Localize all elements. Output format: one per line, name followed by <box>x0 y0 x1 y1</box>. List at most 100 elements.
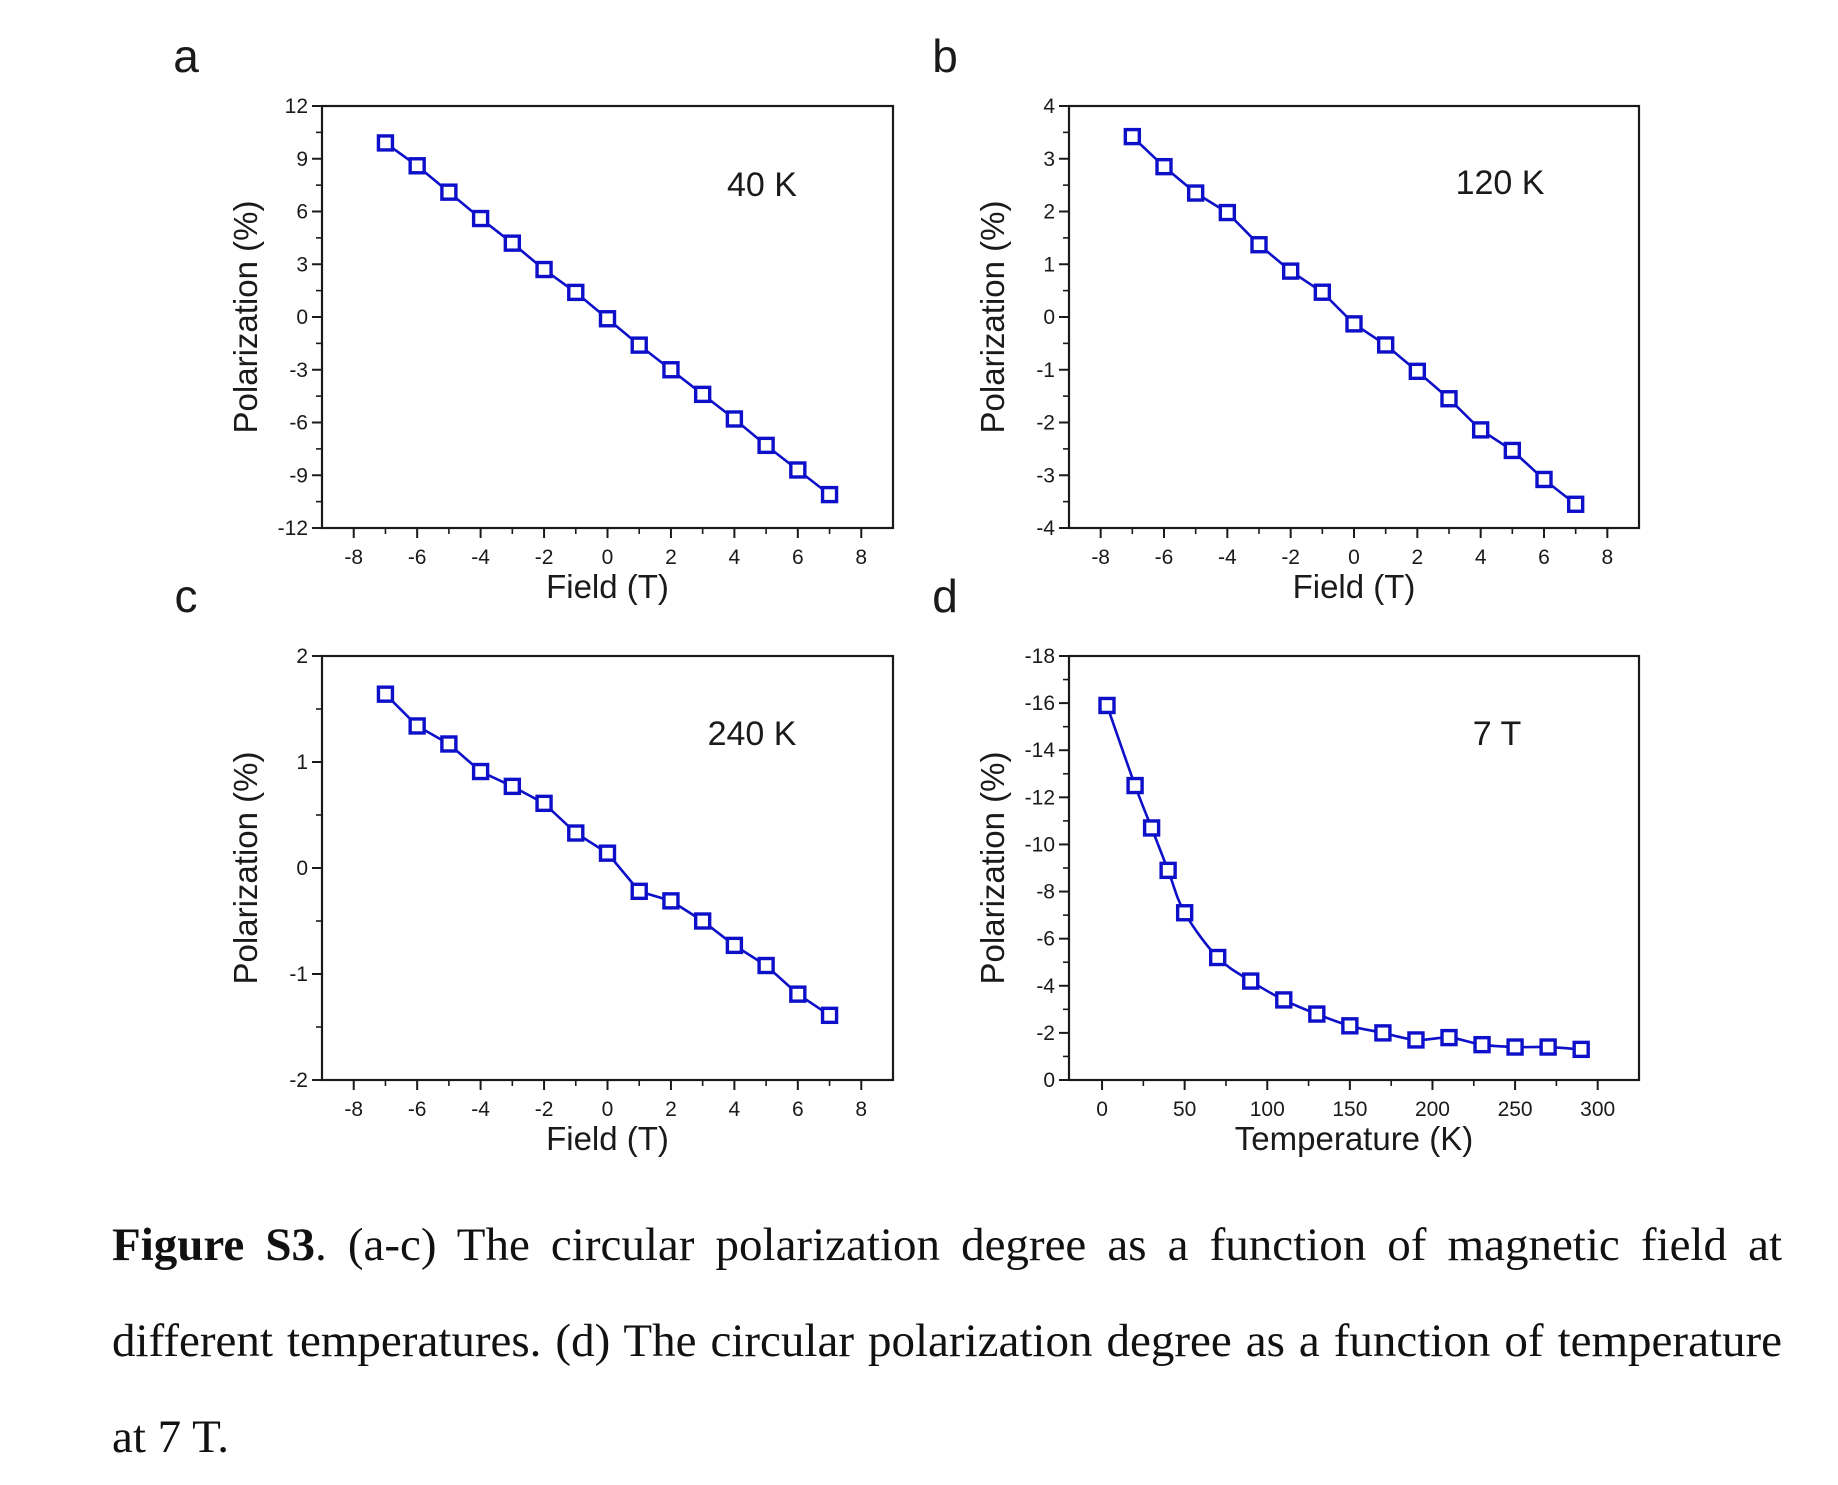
caption-text: . (a-c) The circular polarization degree… <box>112 1219 1782 1463</box>
x-tick-label: 2 <box>665 1098 677 1121</box>
y-tick-label: 6 <box>296 201 308 224</box>
data-point <box>1376 336 1395 354</box>
x-tick-label: 2 <box>665 546 677 569</box>
data-point <box>1242 972 1260 990</box>
data-point <box>1440 1028 1458 1047</box>
data-point <box>1218 203 1237 222</box>
figure-caption: Figure S3. (a-c) The circular polarizati… <box>112 1197 1782 1485</box>
data-point <box>1126 776 1144 795</box>
data-point <box>503 777 522 796</box>
data-point <box>1186 184 1205 202</box>
y-axis-label: Polarization (%) <box>227 201 264 434</box>
x-tick-label: 6 <box>1538 546 1550 569</box>
y-axis-label: Polarization (%) <box>227 752 264 985</box>
x-tick-label: 8 <box>855 546 867 569</box>
y-tick-label: -14 <box>1025 739 1056 762</box>
y-tick-label: 0 <box>296 306 308 329</box>
data-point <box>1341 1017 1359 1035</box>
panel-letter: b <box>932 30 958 82</box>
data-point <box>1175 904 1194 922</box>
x-tick-label: -2 <box>535 546 554 569</box>
y-tick-label: -6 <box>289 412 308 435</box>
x-axis-label: Field (T) <box>1293 568 1416 605</box>
y-tick-label: 0 <box>296 857 308 880</box>
data-point <box>376 685 395 703</box>
data-point <box>1535 470 1553 489</box>
data-point <box>1155 157 1173 176</box>
y-tick-label: -3 <box>1036 464 1055 487</box>
data-point <box>1408 362 1427 381</box>
x-axis-label: Field (T) <box>546 1120 669 1157</box>
chart-panel-d: d 0 50 100 150 200 250 300 0 -2 -4 -6 -8 -10 -12 -14 -16… <box>932 570 1641 1157</box>
x-tick-label: 0 <box>1096 1098 1108 1121</box>
data-point <box>1208 948 1227 967</box>
y-tick-label: -2 <box>289 1069 308 1092</box>
data-point <box>725 410 744 428</box>
data-point <box>757 956 775 975</box>
panel-annotation: 120 K <box>1456 164 1545 202</box>
data-point <box>1159 861 1177 880</box>
x-tick-label: 6 <box>792 546 804 569</box>
x-tick-label: 150 <box>1332 1098 1367 1121</box>
x-tick-label: -4 <box>471 1098 490 1121</box>
y-tick-label: -1 <box>1036 359 1055 382</box>
data-point <box>598 310 617 328</box>
y-tick-label: 2 <box>1043 201 1055 224</box>
caption-label: Figure S3 <box>112 1219 316 1271</box>
data-point <box>408 157 426 175</box>
panel-annotation: 7 T <box>1473 715 1522 753</box>
x-tick-label: -2 <box>535 1098 554 1121</box>
data-point <box>567 824 585 842</box>
y-axis-label: Polarization (%) <box>974 752 1011 985</box>
y-tick-label: -1 <box>289 963 308 986</box>
x-tick-label: -4 <box>471 546 490 569</box>
x-tick-label: -2 <box>1281 546 1300 569</box>
y-tick-label: -2 <box>1036 1022 1055 1045</box>
data-point <box>440 183 458 201</box>
panel-annotation: 40 K <box>727 166 797 204</box>
data-point <box>1471 421 1490 439</box>
y-tick-label: -18 <box>1025 645 1055 668</box>
x-tick-label: 0 <box>602 546 614 569</box>
x-tick-label: 300 <box>1580 1098 1615 1121</box>
x-tick-label: -8 <box>1091 546 1110 569</box>
data-point <box>757 436 775 455</box>
data-point <box>535 794 553 813</box>
data-point <box>1473 1035 1491 1054</box>
y-tick-label: -9 <box>289 464 308 487</box>
data-point <box>820 485 839 504</box>
data-point <box>662 892 680 910</box>
data-point <box>1142 819 1161 837</box>
data-point <box>630 336 648 354</box>
data-point <box>1506 1038 1524 1056</box>
data-point <box>693 385 712 404</box>
y-tick-label: -3 <box>289 359 308 382</box>
x-tick-label: 0 <box>1348 546 1360 569</box>
x-tick-label: -4 <box>1218 546 1237 569</box>
x-tick-label: 2 <box>1411 546 1423 569</box>
data-point <box>1123 127 1142 146</box>
y-tick-label: -16 <box>1025 692 1055 715</box>
x-tick-label: 8 <box>855 1098 867 1121</box>
x-axis-label: Field (T) <box>546 568 669 605</box>
data-point <box>1374 1024 1392 1042</box>
series-line <box>1105 705 1582 1051</box>
x-tick-label: -6 <box>408 1098 427 1121</box>
y-tick-label: 0 <box>1043 1069 1055 1092</box>
x-tick-label: -8 <box>344 546 363 569</box>
y-tick-label: -4 <box>1036 975 1055 998</box>
y-tick-label: 9 <box>296 148 308 171</box>
x-tick-label: 0 <box>602 1098 614 1121</box>
data-point <box>471 762 490 781</box>
x-tick-label: -6 <box>408 546 427 569</box>
x-tick-label: 200 <box>1415 1098 1450 1121</box>
data-point <box>1308 1005 1326 1023</box>
data-point <box>1250 236 1268 254</box>
data-point <box>662 361 680 379</box>
data-point <box>1275 991 1293 1009</box>
panel-letter: c <box>175 570 198 622</box>
plot-frame <box>1067 654 1641 1082</box>
y-tick-label: -4 <box>1036 517 1055 540</box>
